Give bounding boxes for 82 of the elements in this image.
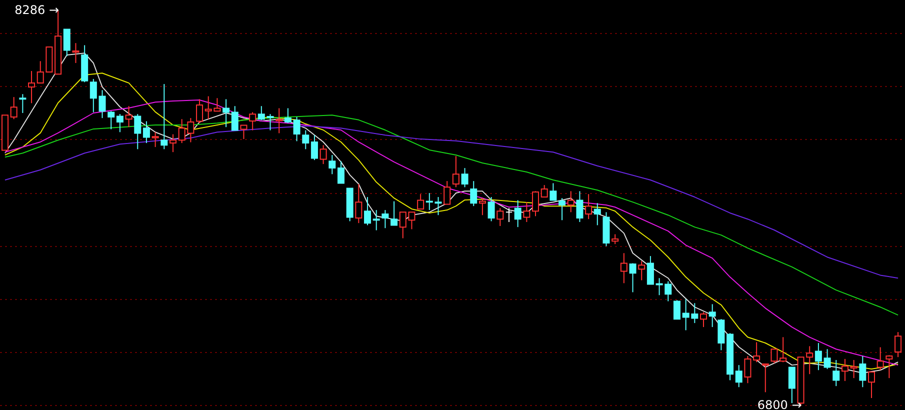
candlestick [10, 96, 18, 120]
candlestick [612, 234, 619, 245]
annotation: 8286 → [14, 3, 60, 18]
candlestick [222, 98, 230, 128]
candlestick [382, 210, 389, 229]
candlestick [744, 356, 752, 384]
candlestick [886, 354, 893, 379]
candlestick [169, 134, 176, 153]
candlestick [28, 70, 36, 104]
candlestick [355, 183, 362, 224]
candlestick [638, 260, 646, 281]
candlestick [302, 130, 310, 150]
candlestick [735, 364, 742, 388]
candlestick [196, 98, 204, 124]
candlestick [90, 78, 97, 113]
candlestick [859, 356, 866, 388]
candlestick [258, 106, 265, 121]
candlestick [284, 108, 292, 124]
candlestick [646, 256, 654, 285]
candlestick [152, 132, 159, 148]
candlestick [390, 200, 398, 226]
candlestick [620, 252, 628, 284]
candlestick [310, 134, 318, 161]
candlestick [276, 108, 283, 134]
candlestick [505, 208, 512, 223]
candlestick [788, 366, 796, 404]
candlestick [320, 144, 327, 165]
candlestick [585, 194, 592, 220]
candlestick [266, 114, 274, 131]
candlestick [19, 94, 26, 114]
candlestick [231, 106, 238, 131]
candlestick [337, 160, 344, 184]
candlestick [753, 342, 760, 363]
candlestick [673, 300, 680, 320]
candlestick [841, 358, 848, 382]
candlestick [452, 156, 460, 188]
candlestick [461, 168, 468, 188]
candlestick [142, 120, 150, 144]
candlestick [700, 312, 707, 328]
candlestick [523, 202, 530, 223]
candlestick [108, 110, 115, 130]
candlestick [832, 360, 840, 387]
candlestick [417, 194, 424, 210]
candlestick [63, 28, 70, 57]
candlestick [444, 180, 451, 205]
candlestick [364, 196, 372, 226]
candlestick [550, 182, 557, 201]
candlestick [496, 208, 504, 227]
candlestick [72, 42, 80, 64]
candlestick [762, 364, 769, 393]
annotation: 6800 → [757, 398, 802, 410]
candlestick [532, 190, 540, 217]
candlestick [540, 184, 548, 198]
candlestick [558, 198, 566, 221]
candlestick [708, 304, 716, 328]
candlestick [718, 318, 725, 351]
candlestick [850, 360, 858, 379]
candlestick [470, 180, 478, 207]
candlestick [780, 336, 787, 363]
candlestick [814, 342, 822, 371]
candlestick [576, 190, 584, 223]
candlestick [868, 371, 875, 399]
candlestick [240, 124, 248, 140]
candlestick [160, 84, 168, 150]
candlestick [567, 190, 574, 213]
candlestick [770, 348, 778, 364]
candlestick [824, 348, 831, 370]
candlestick [116, 114, 124, 133]
candlestick [594, 202, 601, 226]
candlestick [125, 106, 132, 128]
candlestick [372, 210, 380, 231]
candlestick [876, 346, 884, 371]
candlestick [328, 154, 336, 175]
candlestick [629, 262, 636, 293]
candlestick [514, 200, 522, 228]
candlestick [293, 116, 300, 142]
candlestick [134, 114, 142, 150]
candlestick [488, 196, 495, 222]
candlestick [98, 90, 106, 119]
candlestick [249, 112, 256, 131]
candlestick [894, 332, 902, 358]
candlestick [478, 198, 486, 216]
